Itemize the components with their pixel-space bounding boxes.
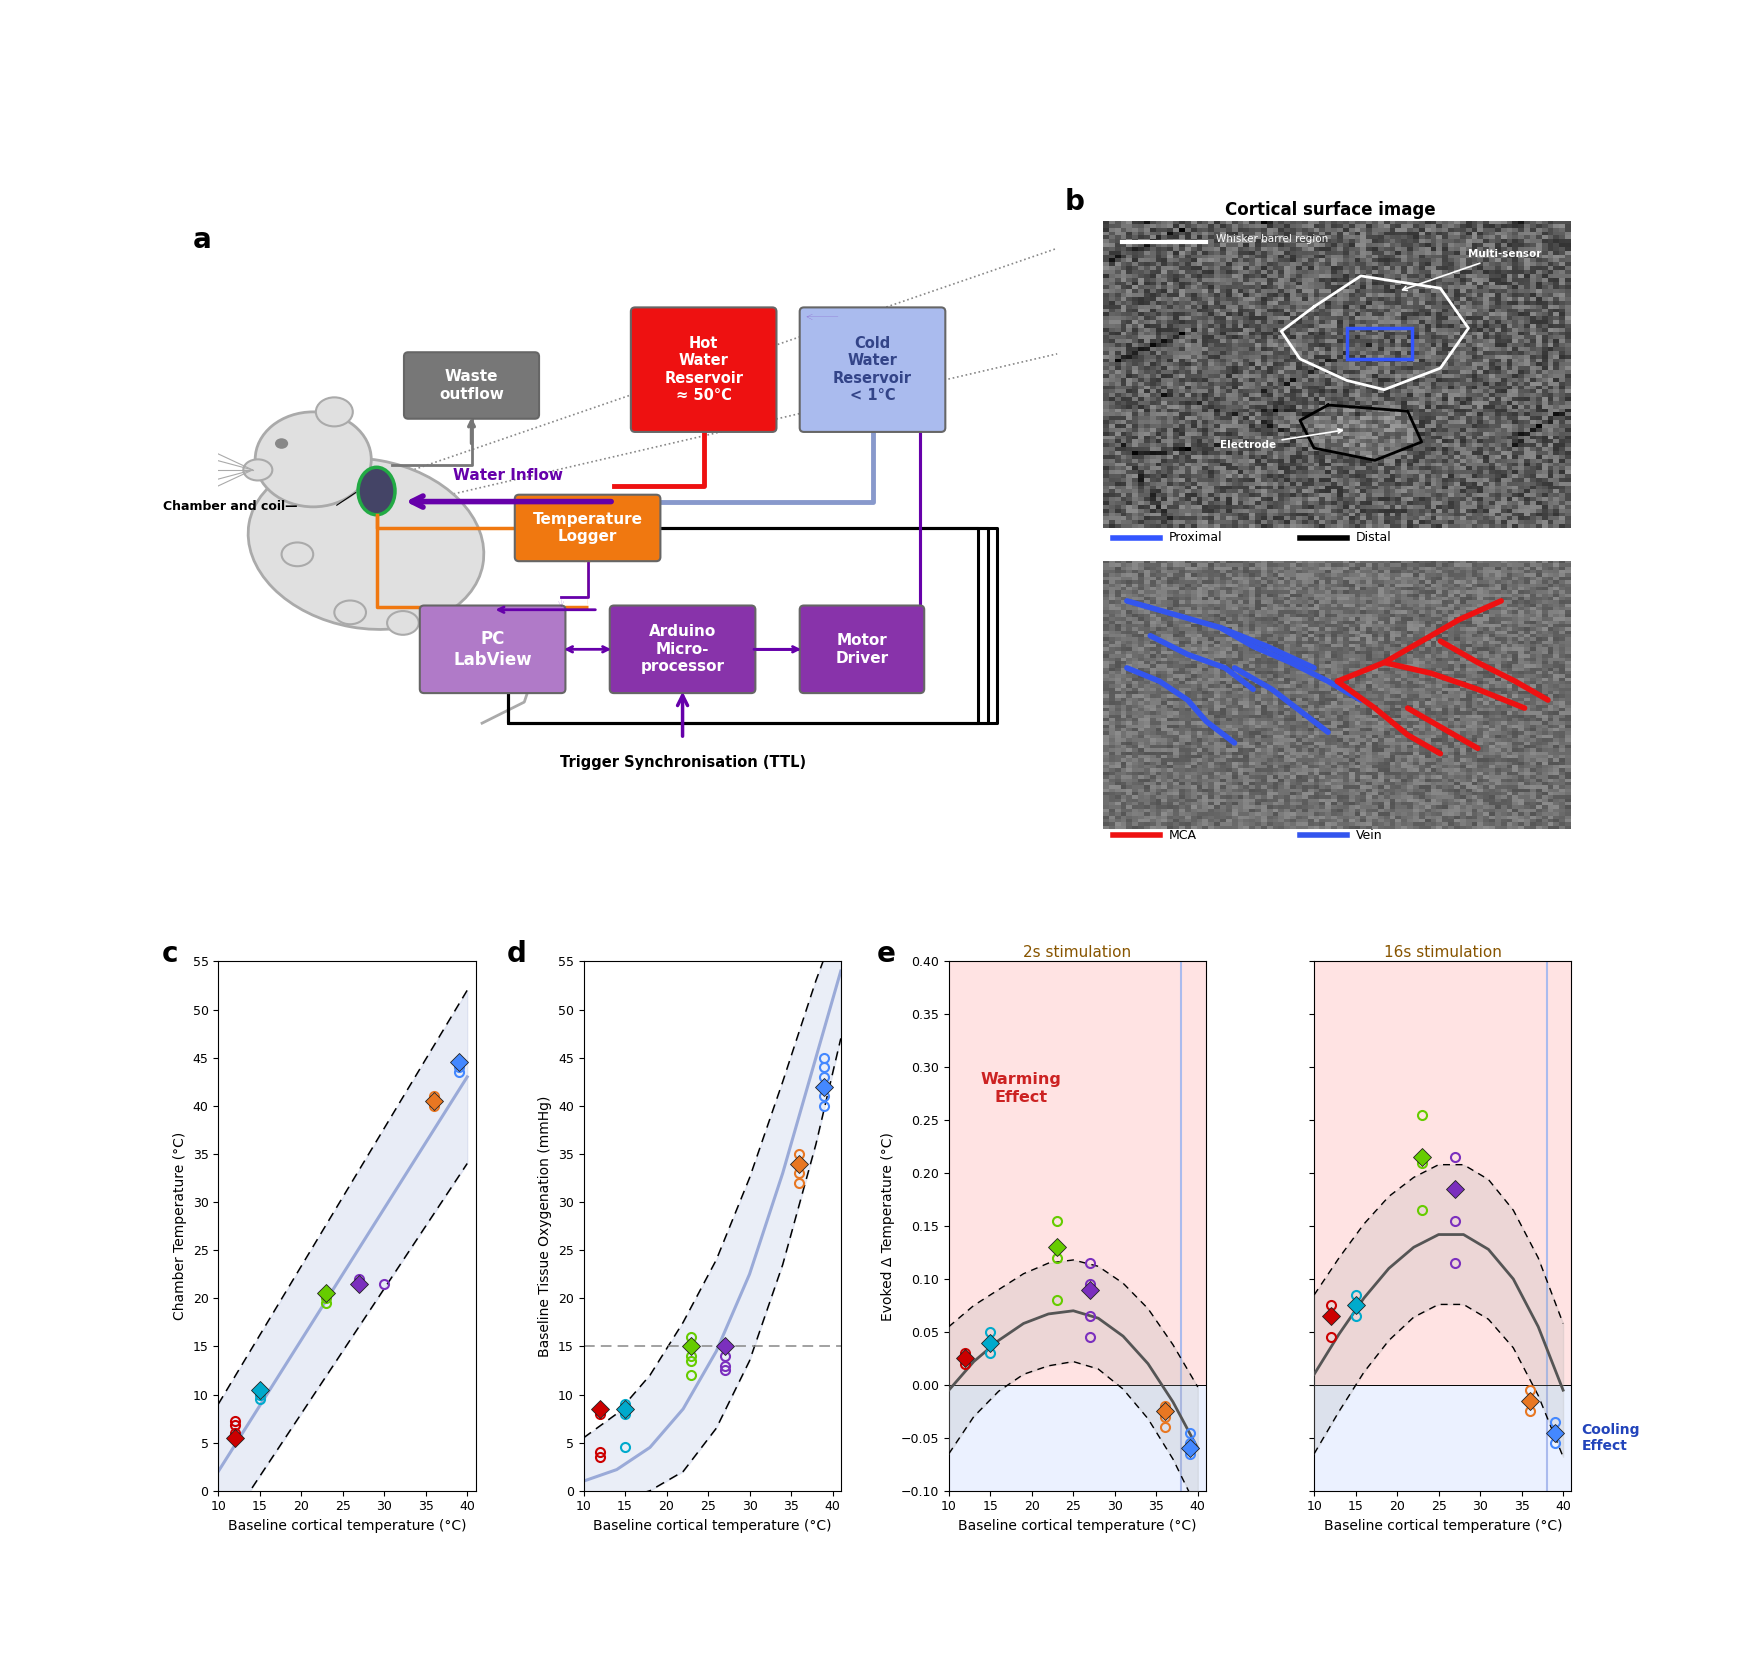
Text: b: b: [1065, 188, 1084, 216]
Bar: [948, 961, 1206, 1385]
Text: Water Inflow: Water Inflow: [454, 467, 564, 482]
Ellipse shape: [333, 601, 367, 625]
Title: 2s stimulation: 2s stimulation: [1023, 945, 1131, 960]
Text: c: c: [162, 940, 178, 968]
Text: Temperature
Logger: Temperature Logger: [533, 513, 643, 544]
Ellipse shape: [358, 467, 395, 514]
Text: d: d: [506, 940, 526, 968]
Ellipse shape: [388, 611, 419, 635]
Bar: [1315, 1385, 1571, 1491]
Text: Trigger Synchronisation (TTL): Trigger Synchronisation (TTL): [559, 755, 805, 771]
FancyBboxPatch shape: [800, 606, 924, 693]
Text: Cold
Water
Reservoir
< 1°C: Cold Water Reservoir < 1°C: [833, 337, 911, 404]
Ellipse shape: [281, 543, 313, 566]
FancyBboxPatch shape: [800, 308, 945, 432]
X-axis label: Baseline cortical temperature (°C): Baseline cortical temperature (°C): [1323, 1519, 1563, 1533]
Ellipse shape: [248, 459, 484, 630]
Ellipse shape: [274, 439, 288, 449]
Text: a: a: [192, 226, 211, 255]
FancyBboxPatch shape: [609, 606, 756, 693]
Ellipse shape: [255, 412, 372, 508]
Text: Warming
Effect: Warming Effect: [981, 1072, 1062, 1104]
Y-axis label: Evoked Δ Temperature (°C): Evoked Δ Temperature (°C): [882, 1132, 896, 1320]
X-axis label: Baseline cortical temperature (°C): Baseline cortical temperature (°C): [594, 1519, 831, 1533]
Ellipse shape: [243, 459, 272, 481]
Text: Hot
Water
Reservoir
≈ 50°C: Hot Water Reservoir ≈ 50°C: [663, 337, 744, 404]
X-axis label: Baseline cortical temperature (°C): Baseline cortical temperature (°C): [959, 1519, 1196, 1533]
Text: PC
LabView: PC LabView: [454, 630, 533, 668]
Text: Motor
Driver: Motor Driver: [835, 633, 889, 665]
Text: Cooling
Effect: Cooling Effect: [1582, 1422, 1639, 1452]
X-axis label: Baseline cortical temperature (°C): Baseline cortical temperature (°C): [227, 1519, 466, 1533]
FancyBboxPatch shape: [403, 352, 540, 419]
Text: e: e: [876, 940, 896, 968]
Ellipse shape: [316, 397, 353, 427]
FancyBboxPatch shape: [515, 494, 660, 561]
FancyBboxPatch shape: [419, 606, 566, 693]
FancyBboxPatch shape: [630, 308, 777, 432]
Text: Cortical surface image: Cortical surface image: [1226, 201, 1435, 219]
Text: Chamber and coil—: Chamber and coil—: [162, 501, 297, 513]
Title: 16s stimulation: 16s stimulation: [1385, 945, 1502, 960]
Bar: [1315, 961, 1571, 1385]
Text: Arduino
Micro-
processor: Arduino Micro- processor: [641, 625, 725, 675]
Bar: [948, 1385, 1206, 1491]
Y-axis label: Chamber Temperature (°C): Chamber Temperature (°C): [173, 1132, 187, 1320]
Y-axis label: Baseline Tissue Oxygenation (mmHg): Baseline Tissue Oxygenation (mmHg): [538, 1095, 552, 1357]
Text: Waste
outflow: Waste outflow: [438, 368, 505, 402]
